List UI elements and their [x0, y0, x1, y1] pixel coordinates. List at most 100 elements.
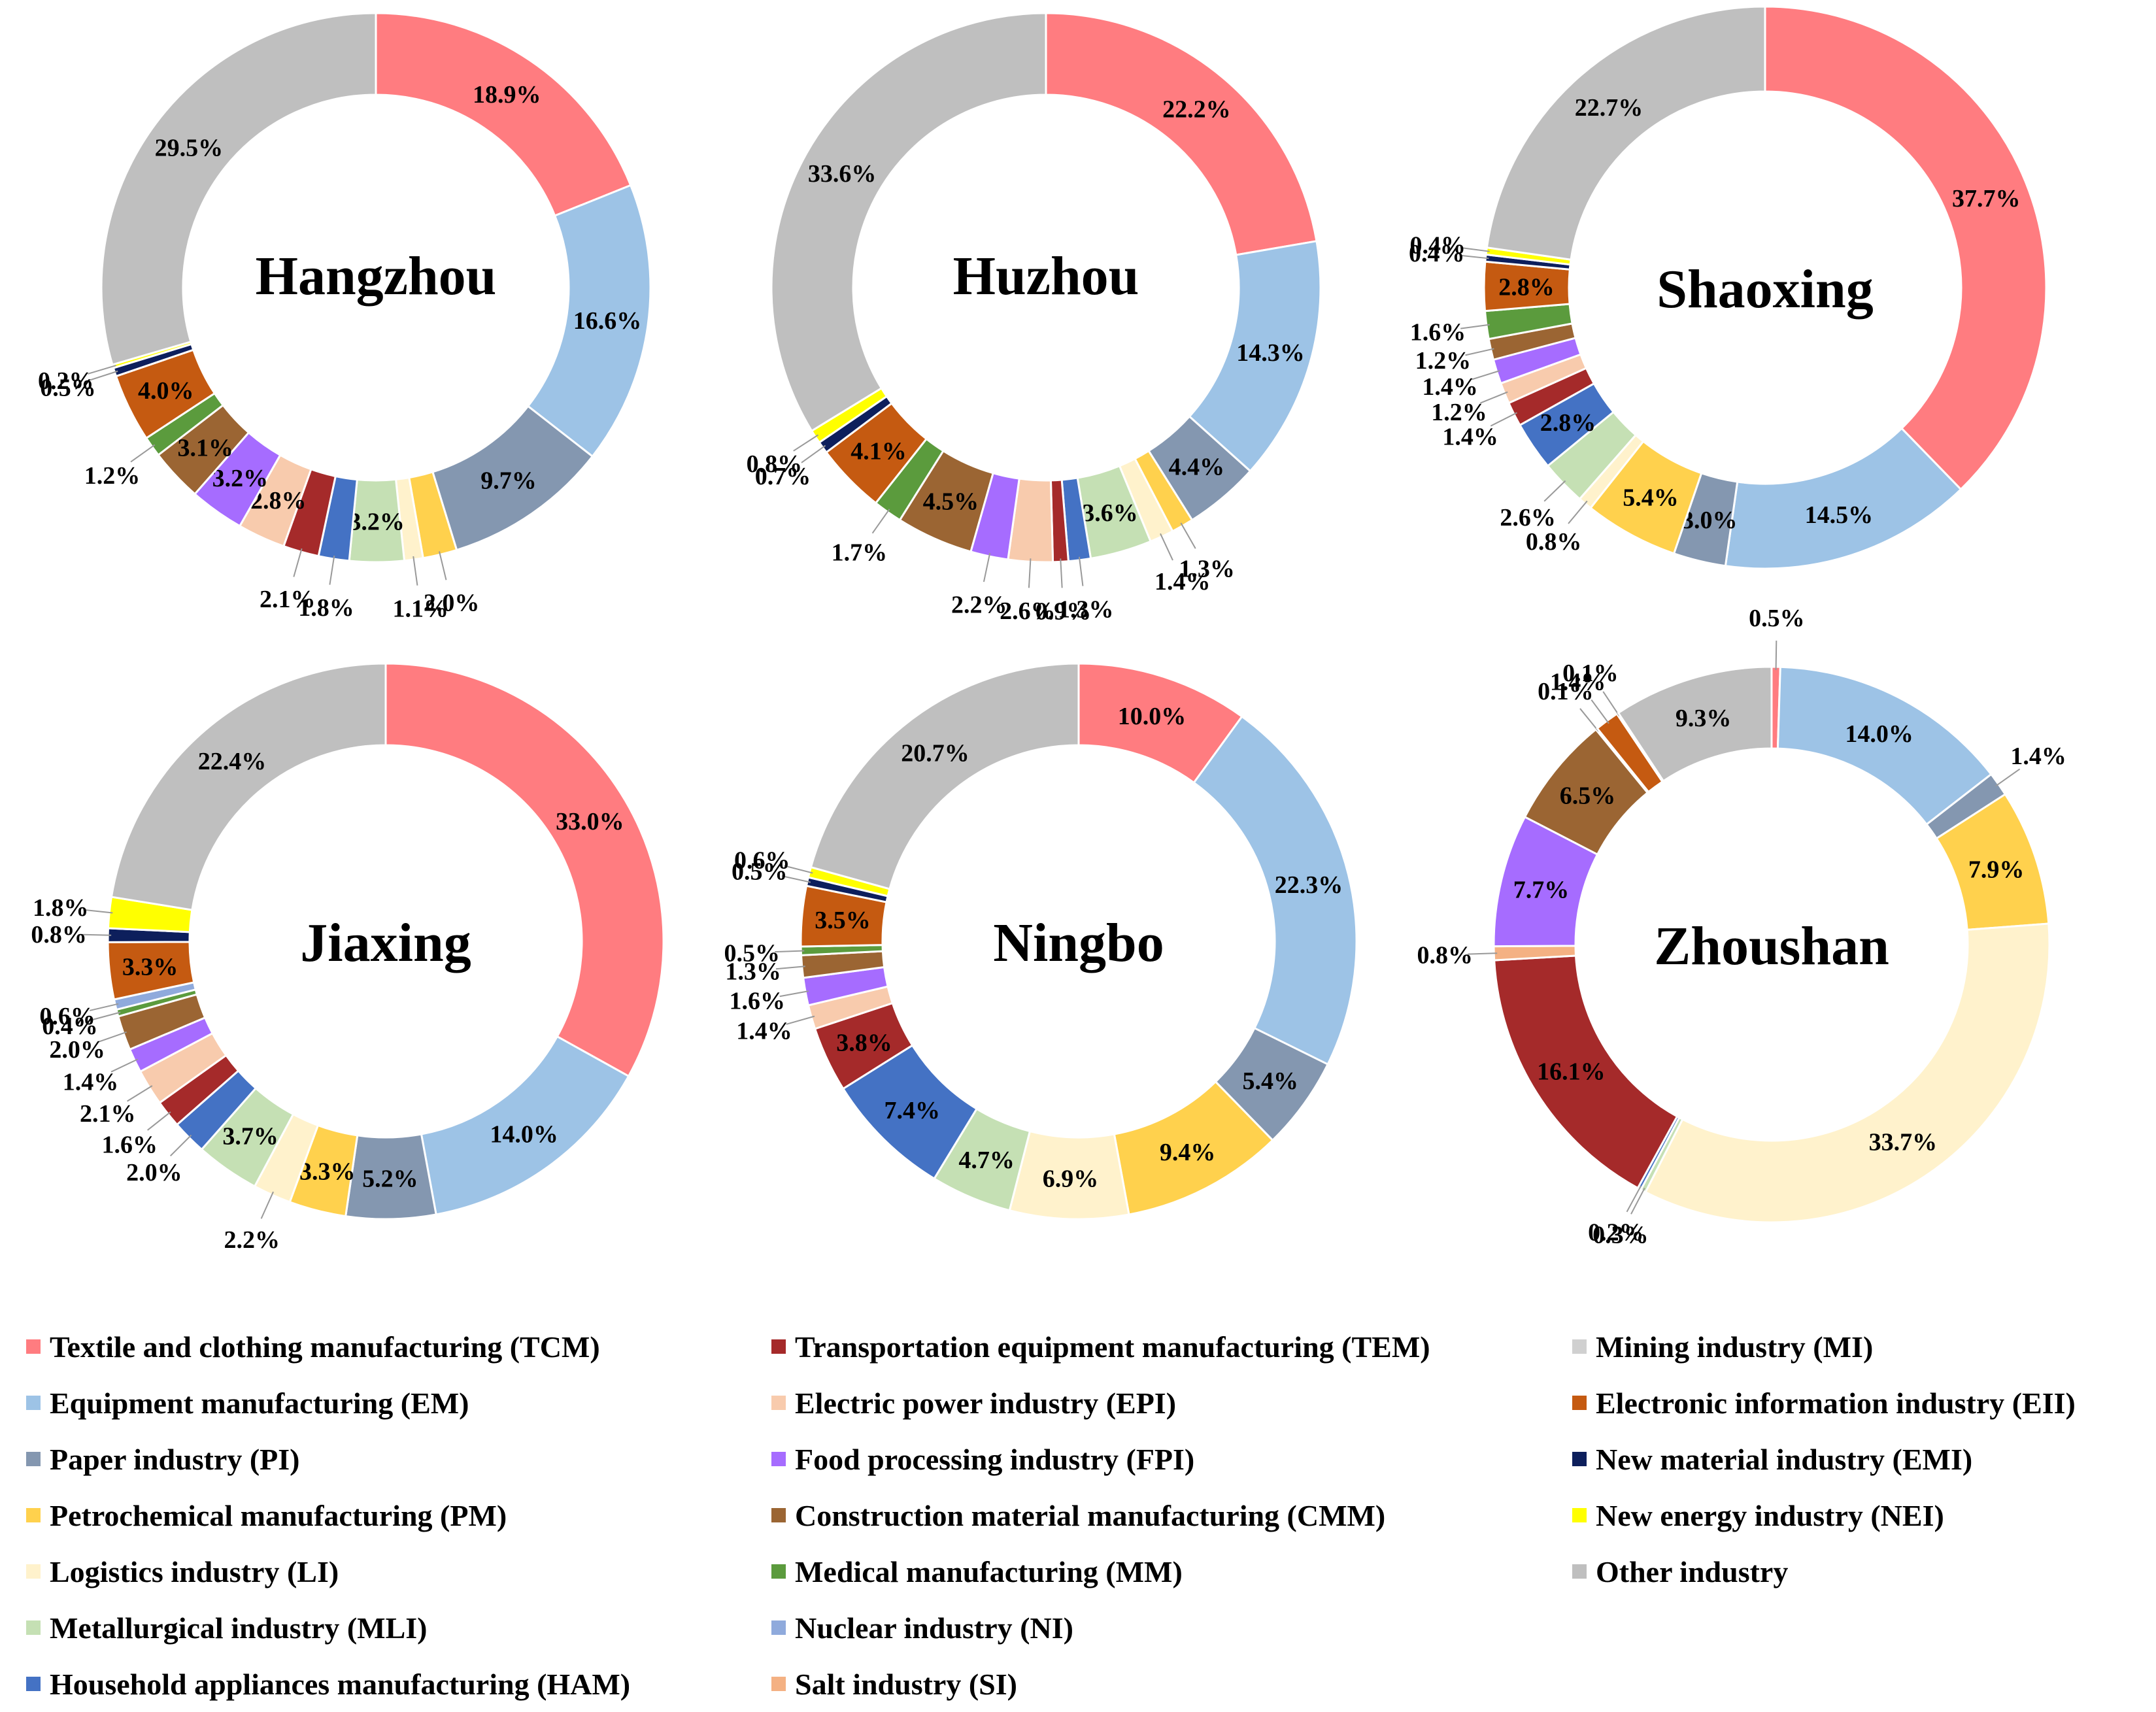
slice-label-mm: 0.5%: [724, 939, 781, 967]
slice-label-oi: 29.5%: [155, 135, 224, 162]
slice-label-eii: 1.4%: [1550, 668, 1606, 696]
leader-line-pi: [1995, 768, 2021, 787]
leader-line-ham: [1078, 556, 1084, 586]
slice-label-li: 0.8%: [1526, 528, 1582, 556]
chart-title-zhoushan: Zhoushan: [1654, 916, 1889, 977]
donut-chart-zhoushan: 0.5% 14.0% 1.4% 7.9% 33.7% 0.3%0.2% 16.1% 0.8% 7…: [1417, 605, 2066, 1249]
slice-label-pm: 5.4%: [1623, 484, 1679, 511]
leader-line-tem: [1060, 558, 1063, 588]
slice-label-eii: 4.0%: [138, 377, 194, 405]
leader-line-mm: [1579, 708, 1600, 732]
slice-label-ham: 7.4%: [884, 1097, 941, 1124]
leader-line-si: [1468, 952, 1498, 955]
leader-line-tem: [1490, 412, 1517, 427]
slice-oi: [1485, 5, 1766, 261]
leader-line-nei: [1460, 246, 1490, 252]
slice-label-emi: 0.4%: [1409, 240, 1465, 267]
slice-label-cmm: 6.5%: [1560, 782, 1616, 810]
leader-line-cmm: [1465, 348, 1494, 356]
slice-label-mm: 0.4%: [42, 1013, 98, 1040]
slice-label-pm: 9.4%: [1160, 1139, 1216, 1166]
leader-line-fpi: [1472, 370, 1500, 380]
slice-label-fpi: 1.4%: [1422, 373, 1478, 401]
slice-label-tem: 3.8%: [836, 1029, 892, 1056]
leader-line-tcm: [1775, 641, 1777, 671]
slice-label-ham: 1.8%: [298, 594, 354, 622]
leader-line-tem: [147, 1111, 171, 1131]
leader-line-eii: [1591, 699, 1609, 724]
leader-line-li: [260, 1191, 274, 1219]
slice-label-epi: 2.1%: [80, 1100, 136, 1128]
slice-label-eii: 2.8%: [1498, 273, 1555, 301]
slice-li: [1644, 922, 2051, 1224]
leader-line-tem: [293, 548, 303, 577]
slice-label-tem: 16.1%: [1537, 1058, 1606, 1085]
leader-line-fpi: [110, 1058, 139, 1073]
slice-oi: [100, 12, 377, 366]
slice-label-pm: 2.0%: [424, 589, 480, 616]
slice-label-oi: 20.7%: [901, 739, 969, 767]
donut-chart-huzhou: 22.2%14.3%4.4%1.3%1.4%3.6%1.3%0.9%2.6%2.…: [747, 12, 1322, 625]
slice-label-mli: 0.3%: [1592, 1221, 1649, 1249]
slice-label-em: 14.0%: [1845, 720, 1913, 748]
slice-label-mli: 3.6%: [1082, 499, 1138, 527]
leader-line-mm: [871, 509, 890, 534]
slice-label-li: 1.1%: [393, 595, 449, 622]
slice-label-tcm: 0.5%: [1749, 605, 1805, 632]
slice-label-eii: 3.5%: [815, 907, 871, 934]
slice-label-em: 22.3%: [1275, 871, 1343, 899]
slice-label-ham: 0.2%: [1588, 1219, 1644, 1247]
slice-label-li: 1.4%: [1154, 568, 1211, 596]
leader-line-mli: [1630, 1187, 1645, 1215]
slice-label-pi: 1.4%: [2010, 743, 2066, 770]
donut-chart-hangzhou: 18.9%16.6%9.7%2.0%1.1%3.2%1.8%2.1%2.8%3.…: [38, 12, 652, 622]
leader-line-mm: [1460, 324, 1490, 329]
slice-label-nei: 0.6%: [734, 847, 790, 875]
slice-tcm: [1045, 12, 1318, 256]
slice-label-pi: 3.0%: [1681, 507, 1738, 534]
slice-label-mli: 4.7%: [958, 1147, 1015, 1174]
leader-line-emi: [1602, 691, 1621, 716]
slice-label-tem: 1.6%: [101, 1132, 158, 1159]
leader-line-mm: [92, 1011, 121, 1021]
slice-label-si: 0.8%: [1417, 942, 1473, 969]
slice-label-tcm: 22.2%: [1162, 96, 1231, 124]
slice-label-ni: 0.6%: [39, 1003, 95, 1030]
chart-title-jiaxing: Jiaxing: [300, 913, 471, 973]
slice-label-pm: 3.3%: [299, 1158, 356, 1185]
slice-em: [1192, 715, 1358, 1066]
leader-line-nei: [784, 865, 813, 874]
slice-label-fpi: 7.7%: [1513, 876, 1570, 903]
slice-label-fpi: 2.2%: [951, 591, 1007, 618]
leader-line-li: [1568, 500, 1588, 524]
leader-line-epi: [127, 1085, 153, 1102]
slice-label-cmm: 2.0%: [49, 1036, 105, 1064]
slice-label-em: 14.0%: [490, 1120, 558, 1148]
slice-label-em: 16.6%: [573, 307, 642, 335]
chart-title-shaoxing: Shaoxing: [1657, 259, 1874, 320]
slice-tcm: [375, 12, 632, 217]
slice-tcm: [1764, 5, 2047, 491]
donut-chart-shaoxing: 37.7%14.5%3.0%5.4%0.8%2.6%2.8%1.4%1.2%1.…: [1409, 5, 2047, 570]
slice-label-nei: 1.8%: [33, 894, 89, 922]
slice-label-li: 2.2%: [224, 1226, 280, 1254]
leader-line-nei: [83, 909, 113, 914]
slice-label-cmm: 3.1%: [177, 435, 233, 462]
slice-oi: [110, 662, 387, 911]
slice-label-pm: 7.9%: [1968, 856, 2025, 884]
slice-label-mm: 1.6%: [1410, 318, 1466, 346]
slice-label-oi: 22.7%: [1575, 94, 1643, 122]
slice-label-cmm: 1.2%: [1415, 347, 1472, 375]
slice-label-pi: 4.4%: [1169, 453, 1225, 480]
leader-line-mli: [1543, 480, 1566, 502]
leader-line-li: [413, 556, 418, 586]
leader-line-pm: [439, 551, 447, 580]
chart-title-huzhou: Huzhou: [953, 246, 1139, 307]
leader-line-ham: [1626, 1185, 1642, 1213]
slice-label-cmm: 4.5%: [923, 488, 979, 516]
slice-label-mm: 1.2%: [84, 462, 141, 490]
leader-line-nei: [88, 365, 116, 375]
slice-oi: [770, 12, 1047, 433]
leader-line-fpi: [779, 990, 809, 998]
slice-label-ham: 2.8%: [1540, 409, 1596, 437]
